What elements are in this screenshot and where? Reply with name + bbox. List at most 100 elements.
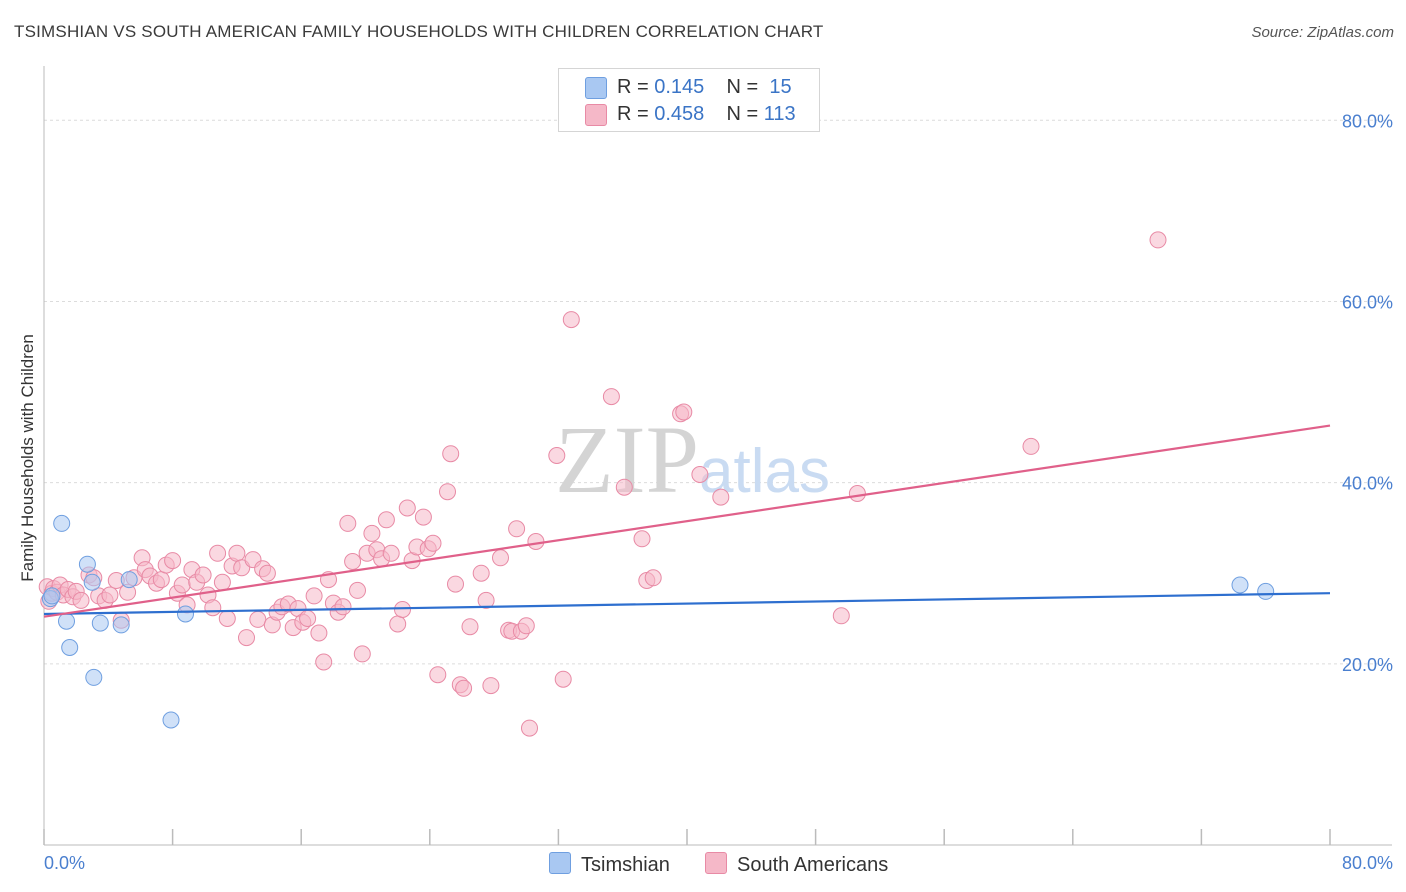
south-americans-point [527, 533, 545, 550]
south-americans-trend-line [43, 424, 1331, 618]
south-americans-point [382, 544, 400, 562]
south-americans-point [691, 466, 709, 483]
trend-lines [43, 424, 1331, 618]
south-americans-point [675, 403, 693, 421]
south-americans-point [334, 598, 352, 616]
south-americans-point [447, 575, 464, 593]
south-americans-point [508, 520, 526, 538]
south-americans-point [394, 601, 411, 618]
tsimshian-point [162, 711, 180, 729]
south-americans-point [482, 677, 500, 695]
tsimshian-point [43, 587, 61, 605]
tsimshian-point [1257, 582, 1275, 600]
south-americans-point [429, 666, 447, 684]
south-americans-point [414, 508, 432, 526]
south-americans-point [832, 607, 850, 625]
south-americans-point [644, 569, 662, 587]
south-americans-point [310, 624, 328, 642]
south-americans-point [554, 670, 572, 688]
legend-r-value: 0.458 [654, 103, 705, 125]
legend-r-label: R = [617, 103, 649, 125]
south-americans-point [363, 524, 381, 542]
south-americans-point [398, 499, 416, 517]
tsimshian-point [61, 639, 79, 656]
south-americans-point [258, 564, 276, 582]
y-axis-title: Family Households with Children [18, 334, 37, 582]
south-americans-point [562, 311, 580, 329]
bottom-legend-label: South Americans [737, 854, 889, 876]
south-americans-point [1022, 437, 1040, 455]
south-americans-point [228, 544, 246, 562]
y-tick-label: 40.0% [1342, 474, 1393, 494]
tsimshian-point [83, 573, 101, 591]
legend-swatch-tsimshian [585, 77, 607, 99]
south-americans-point [305, 587, 323, 605]
south-americans-point [249, 610, 267, 628]
south-americans-point [389, 615, 407, 633]
stats-legend: R = 0.145 N = 15 R = 0.458 N = 113 [558, 68, 820, 132]
y-tick-labels: 20.0% 40.0% 60.0% 80.0% [1342, 111, 1393, 675]
south-americans-point [152, 571, 170, 589]
south-americans-point [521, 719, 538, 737]
tsimshian-point [58, 612, 75, 630]
south-americans-point [615, 478, 633, 496]
grid-lines [44, 119, 1392, 665]
tsimshian-point [177, 605, 194, 623]
tsimshian-points [41, 514, 1275, 729]
tsimshian-point [85, 668, 103, 686]
bottom-legend-swatch-south-americans [705, 852, 727, 874]
south-americans-point [213, 573, 231, 591]
bottom-legend-swatch-tsimshian [549, 852, 571, 874]
south-americans-point [424, 534, 442, 552]
south-americans-point [173, 576, 191, 594]
south-americans-point [548, 447, 566, 464]
south-americans-point [477, 591, 495, 609]
south-americans-point [101, 586, 119, 604]
south-americans-point [848, 485, 866, 502]
south-americans-point [218, 610, 236, 627]
tsimshian-point [91, 614, 109, 632]
tsimshian-point [53, 514, 71, 532]
bottom-legend-tsimshian: Tsimshian [549, 852, 670, 877]
tsimshian-point [78, 555, 96, 573]
south-americans-point [315, 653, 333, 671]
legend-r-label: R = [617, 76, 649, 98]
tsimshian-trend-line [43, 592, 1331, 616]
south-americans-point [238, 629, 255, 647]
south-americans-point [349, 581, 366, 599]
south-americans-point [455, 679, 473, 697]
tsimshian-point [120, 571, 138, 589]
south-americans-point [1149, 231, 1167, 249]
legend-n-value: 113 [763, 103, 796, 125]
south-americans-point [339, 514, 357, 532]
south-americans-point [204, 599, 222, 617]
south-americans-point [377, 511, 395, 529]
legend-r-value: 0.145 [654, 76, 705, 98]
tsimshian-point [112, 616, 130, 634]
south-americans-point [164, 552, 182, 570]
south-americans-point [472, 564, 490, 582]
x-tick-label: 80.0% [1342, 853, 1393, 873]
legend-n-label: N = [726, 103, 759, 125]
x-tick-label: 0.0% [44, 853, 85, 873]
south-americans-point [461, 618, 479, 636]
legend-swatch-south-americans [585, 104, 607, 126]
south-americans-point [299, 610, 317, 627]
south-americans-point [492, 549, 509, 567]
y-tick-label: 80.0% [1342, 111, 1393, 131]
source-label: Source: ZipAtlas.com [1251, 24, 1394, 41]
bottom-legend-label: Tsimshian [581, 854, 670, 876]
south-americans-point [353, 645, 371, 663]
legend-n-label: N = [726, 76, 759, 98]
south-americans-point [194, 566, 212, 584]
bottom-legend-south-americans: South Americans [705, 852, 888, 877]
y-tick-label: 60.0% [1342, 292, 1393, 312]
watermark: ZIPatlas [555, 406, 830, 513]
axes [43, 66, 1392, 846]
y-tick-label: 20.0% [1342, 655, 1393, 675]
south-americans-point [442, 445, 460, 463]
south-americans-point [633, 530, 651, 548]
legend-n-value: 15 [769, 76, 792, 98]
south-americans-point [712, 488, 730, 506]
